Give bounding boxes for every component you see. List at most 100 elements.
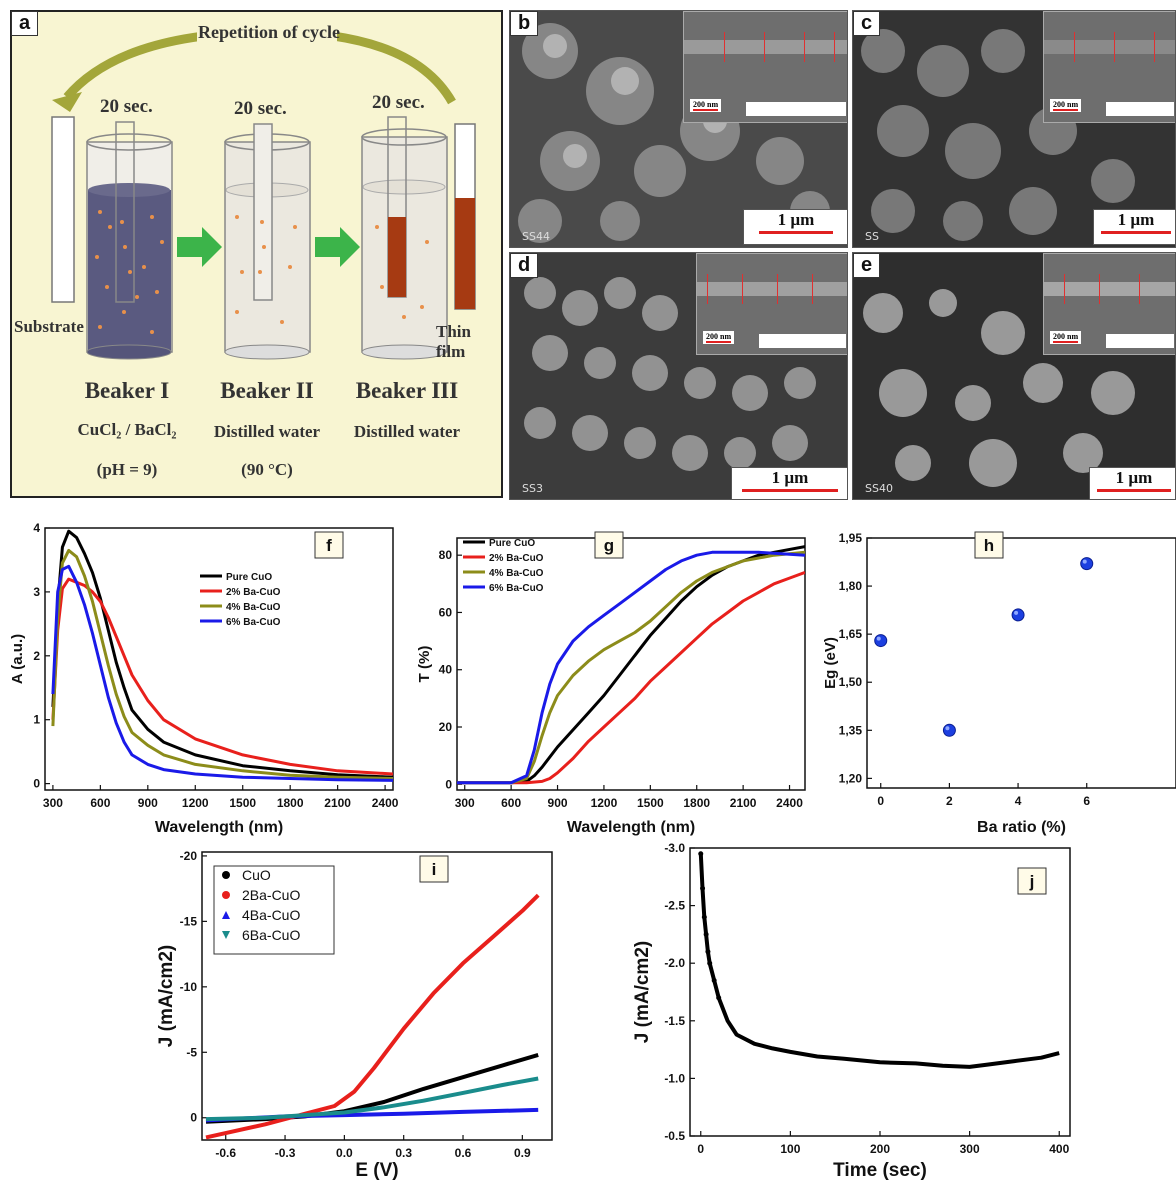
beaker-1-name: Beaker I — [84, 378, 170, 403]
y-tick-label-g: 80 — [439, 548, 453, 562]
data-point-j — [705, 949, 711, 955]
x-tick-label-i: 0.3 — [395, 1146, 412, 1160]
data-point-j — [711, 977, 717, 983]
data-point-j — [703, 931, 709, 937]
legend-swatch-i — [222, 911, 230, 919]
silar-diagram — [51, 20, 476, 360]
cross-section-inset-b: 200 nm — [683, 11, 847, 123]
x-tick-label-i: 0.0 — [336, 1146, 353, 1160]
x-tick-label-j: 400 — [1049, 1142, 1069, 1156]
plot-frame-j — [689, 847, 1071, 1137]
x-tick-label-h: 0 — [877, 794, 884, 808]
panel-letter-h: h — [984, 536, 994, 555]
y-tick-label-i: 0 — [190, 1111, 197, 1125]
y-tick-label-g: 0 — [445, 777, 452, 791]
legend-label-f: 6% Ba-CuO — [226, 617, 281, 628]
data-point-j — [698, 851, 704, 857]
beaker-2-condition: (90 °C) — [241, 460, 293, 479]
beaker-2-content: Distilled water — [213, 422, 321, 441]
sem-panel-e: e 200 nm SS40 1 µm — [852, 252, 1176, 500]
x-tick-label-i: 0.9 — [514, 1146, 531, 1160]
panel-letter-box-j — [1017, 867, 1047, 895]
scale-bar-e: 1 µm — [1089, 467, 1175, 499]
x-tick-label-j: 300 — [960, 1142, 980, 1156]
panel-letter-j: j — [1029, 872, 1035, 891]
beaker-1-condition: (pH = 9) — [96, 460, 158, 479]
legend-label-i: 6Ba-CuO — [242, 927, 300, 943]
sem-panel-c: c 200 nm SS 1 µm — [852, 10, 1176, 248]
sem-texture-e — [853, 253, 1175, 499]
legend-label-i: CuO — [242, 867, 271, 883]
inset-scale-d: 200 nm — [703, 331, 735, 344]
y-tick-label-h: 1,95 — [839, 531, 863, 545]
legend-label-i: 2Ba-CuO — [242, 887, 300, 903]
chart-g-transmittance: 300 600 900 1200 1500 1800 2100 2400 0 20 40 60 80 Wa… — [416, 531, 806, 836]
y-axis-label-h: Eg (eV) — [822, 637, 839, 689]
x-tick-label-g: 300 — [455, 796, 475, 810]
sem-caption-c: SS — [865, 230, 879, 243]
legend-label-f: Pure CuO — [226, 572, 272, 583]
x-tick-label-g: 2400 — [776, 796, 803, 810]
ions-beaker-1 — [95, 210, 164, 334]
data-point-h — [874, 634, 888, 648]
series-line-i-3 — [205, 1076, 539, 1122]
x-tick-label-g: 900 — [548, 796, 568, 810]
x-tick-label-f: 1500 — [229, 796, 256, 810]
x-tick-label-i: -0.3 — [275, 1146, 296, 1160]
x-tick-label-h: 2 — [946, 794, 953, 808]
cycle-label: Repetition of cycle — [198, 22, 340, 42]
substrate-label: Substrate — [14, 317, 84, 336]
thin-film-label: Thin film — [436, 322, 471, 361]
y-tick-label-h: 1,50 — [839, 675, 863, 689]
x-tick-label-j: 100 — [780, 1142, 800, 1156]
x-axis-label-h: Ba ratio (%) — [977, 819, 1066, 836]
plot-frame-g — [456, 537, 806, 791]
data-point-j — [716, 995, 722, 1001]
y-tick-label-i: -5 — [186, 1045, 197, 1059]
x-tick-label-f: 300 — [43, 796, 63, 810]
panel-letter-g: g — [604, 536, 614, 555]
beaker-3-name: Beaker III — [355, 378, 459, 403]
y-tick-label-h: 1,80 — [839, 579, 863, 593]
panel-letter-box-g — [594, 531, 624, 559]
data-point-h — [942, 723, 956, 737]
x-tick-label-g: 2100 — [730, 796, 757, 810]
scale-bar-d: 1 µm — [731, 467, 847, 499]
legend-swatch-i — [222, 931, 230, 939]
panel-letter-i: i — [432, 860, 437, 879]
cross-section-inset-e: 200 nm — [1043, 253, 1175, 355]
y-tick-label-h: 1,20 — [839, 771, 863, 785]
x-tick-label-f: 2400 — [372, 796, 399, 810]
y-tick-label-i: -15 — [180, 914, 198, 928]
series-line-g-2 — [457, 550, 805, 785]
x-tick-label-h: 6 — [1083, 794, 1090, 808]
cross-section-inset-d: 200 nm — [696, 253, 847, 355]
y-tick-label-j: -1.5 — [664, 1014, 685, 1028]
x-tick-label-g: 1200 — [591, 796, 618, 810]
film-beaker-3 — [388, 217, 406, 297]
sem-caption-b: SS44 — [522, 230, 550, 243]
x-tick-label-g: 1800 — [683, 796, 710, 810]
data-point-h — [1080, 557, 1094, 571]
panel-letter-c: c — [853, 11, 881, 36]
legend-box-i — [213, 865, 335, 955]
x-axis-label-f: Wavelength (nm) — [155, 819, 283, 836]
legend-label-g: 4% Ba-CuO — [489, 568, 544, 579]
panel-letter-a: a — [11, 11, 39, 36]
time-label-3: 20 sec. — [372, 92, 425, 113]
legend-swatch-i — [222, 871, 230, 879]
y-tick-label-j: -1.0 — [664, 1071, 685, 1085]
y-tick-label-j: -3.0 — [664, 841, 685, 855]
plot-frame-h — [866, 537, 1176, 789]
sem-caption-d: SS3 — [522, 482, 543, 495]
series-line-g-1 — [457, 570, 805, 785]
y-tick-label-g: 20 — [439, 720, 453, 734]
data-point-j — [701, 914, 707, 920]
x-tick-label-h: 4 — [1015, 794, 1022, 808]
y-tick-label-f: 0 — [33, 777, 40, 791]
series-line-j-0 — [698, 853, 1060, 1069]
legend-swatch-i — [222, 891, 230, 899]
y-axis-label-f: A (a.u.) — [9, 634, 26, 684]
time-label-2: 20 sec. — [234, 98, 287, 119]
time-label-1: 20 sec. — [100, 96, 153, 117]
